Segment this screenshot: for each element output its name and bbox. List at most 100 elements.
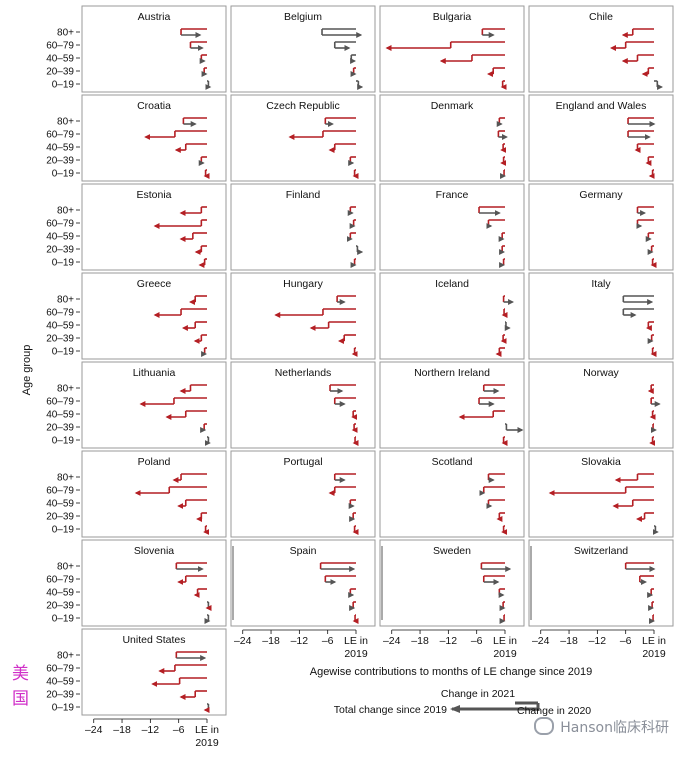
x-tick-label-2-3: –6 (471, 635, 483, 647)
panel-frame-netherlands (230, 361, 376, 449)
panel-frame-italy (528, 272, 674, 360)
y-tick-slovenia-0: 80+ (57, 562, 74, 573)
panel-frame-hungary (230, 272, 376, 360)
y-tick-poland-0: 80+ (57, 473, 74, 484)
x-tick-label-3-4-a: LE in (642, 635, 666, 647)
y-tick-slovenia-1: 60–79 (46, 575, 74, 586)
chat-bubble-icon (534, 717, 555, 735)
panel-title-chile: Chile (589, 11, 613, 23)
y-tick-austria-4: 0–19 (52, 80, 75, 91)
watermark: Hanson临床科研 (534, 717, 669, 737)
y-tick-greece-2: 40–59 (46, 321, 74, 332)
y-tick-united-states-1: 60–79 (46, 664, 74, 675)
y-tick-croatia-0: 80+ (57, 117, 74, 128)
panel-frame-belgium (230, 5, 376, 93)
panel-frame-sweden (379, 539, 525, 627)
x-tick-label-2-4-a: LE in (493, 635, 517, 647)
y-tick-slovenia-4: 0–19 (52, 614, 75, 625)
x-tick-label-1-1: –18 (262, 635, 280, 647)
x-tick-label-1-2: –12 (291, 635, 309, 647)
panel-frame-greece (81, 272, 227, 360)
y-tick-slovenia-2: 40–59 (46, 588, 74, 599)
panel-title-france: France (436, 189, 469, 201)
x-tick-label-0-3: –6 (173, 724, 185, 736)
x-axis-label: Agewise contributions to months of LE ch… (310, 666, 593, 678)
y-tick-estonia-0: 80+ (57, 206, 74, 217)
panel-frame-portugal (230, 450, 376, 538)
x-tick-label-1-4-b: 2019 (344, 648, 368, 660)
y-tick-croatia-4: 0–19 (52, 169, 75, 180)
panel-title-iceland: Iceland (435, 278, 469, 290)
y-tick-united-states-2: 40–59 (46, 677, 74, 688)
y-tick-united-states-3: 20–39 (46, 690, 74, 701)
y-tick-slovenia-3: 20–39 (46, 601, 74, 612)
y-tick-united-states-4: 0–19 (52, 703, 75, 714)
panel-title-belgium: Belgium (284, 11, 322, 23)
panel-frame-slovakia (528, 450, 674, 538)
y-tick-greece-3: 20–39 (46, 334, 74, 345)
panel-frame-lithuania (81, 361, 227, 449)
panel-frame-estonia (81, 183, 227, 271)
x-tick-label-3-2: –12 (589, 635, 607, 647)
watermark-text: Hanson临床科研 (560, 720, 669, 736)
y-tick-poland-4: 0–19 (52, 525, 75, 536)
panel-title-netherlands: Netherlands (275, 367, 332, 379)
x-tick-label-2-4-b: 2019 (493, 648, 517, 660)
y-tick-austria-0: 80+ (57, 28, 74, 39)
panel-frame-austria (81, 5, 227, 93)
y-tick-lithuania-2: 40–59 (46, 410, 74, 421)
x-tick-label-2-1: –18 (411, 635, 429, 647)
panel-title-lithuania: Lithuania (133, 367, 176, 379)
panel-frame-bulgaria (379, 5, 525, 93)
panel-frame-czech-republic (230, 94, 376, 182)
x-tick-label-1-0: –24 (234, 635, 252, 647)
x-tick-label-2-2: –12 (440, 635, 458, 647)
panel-title-greece: Greece (137, 278, 172, 290)
panel-frame-northern-ireland (379, 361, 525, 449)
y-tick-estonia-2: 40–59 (46, 232, 74, 243)
y-tick-lithuania-3: 20–39 (46, 423, 74, 434)
x-tick-label-3-3: –6 (620, 635, 632, 647)
panel-title-finland: Finland (286, 189, 321, 201)
panel-title-scotland: Scotland (432, 456, 473, 468)
panel-frame-germany (528, 183, 674, 271)
x-tick-label-0-4-a: LE in (195, 724, 219, 736)
panel-frame-united-states (81, 628, 227, 716)
y-tick-united-states-0: 80+ (57, 651, 74, 662)
panel-title-united-states: United States (122, 634, 185, 646)
panel-title-estonia: Estonia (136, 189, 171, 201)
y-tick-lithuania-0: 80+ (57, 384, 74, 395)
legend-2020-label: Change in 2020 (517, 705, 591, 717)
y-tick-greece-1: 60–79 (46, 308, 74, 319)
panel-title-sweden: Sweden (433, 545, 471, 557)
panel-title-poland: Poland (138, 456, 171, 468)
y-axis-label: Age group (21, 345, 33, 396)
y-tick-austria-2: 40–59 (46, 54, 74, 65)
y-tick-greece-4: 0–19 (52, 347, 75, 358)
panel-title-bulgaria: Bulgaria (433, 11, 472, 23)
panel-frame-scotland (379, 450, 525, 538)
x-tick-label-3-1: –18 (560, 635, 578, 647)
y-tick-lithuania-4: 0–19 (52, 436, 75, 447)
panel-title-norway: Norway (583, 367, 619, 379)
panel-frame-slovenia (81, 539, 227, 627)
y-tick-estonia-4: 0–19 (52, 258, 75, 269)
panel-title-spain: Spain (290, 545, 317, 557)
panel-title-croatia: Croatia (137, 100, 171, 112)
panel-title-hungary: Hungary (283, 278, 323, 290)
y-tick-austria-3: 20–39 (46, 67, 74, 78)
panel-frame-england-and-wales (528, 94, 674, 182)
chinese-label-char-2: 国 (12, 689, 29, 709)
panel-title-portugal: Portugal (283, 456, 322, 468)
panel-title-germany: Germany (579, 189, 623, 201)
x-tick-label-0-1: –18 (113, 724, 131, 736)
panel-title-czech-republic: Czech Republic (266, 100, 340, 112)
y-tick-poland-1: 60–79 (46, 486, 74, 497)
panel-frame-croatia (81, 94, 227, 182)
x-tick-label-1-3: –6 (322, 635, 334, 647)
x-tick-label-0-2: –12 (142, 724, 160, 736)
y-tick-greece-0: 80+ (57, 295, 74, 306)
y-tick-estonia-3: 20–39 (46, 245, 74, 256)
panel-frame-switzerland (528, 539, 674, 627)
